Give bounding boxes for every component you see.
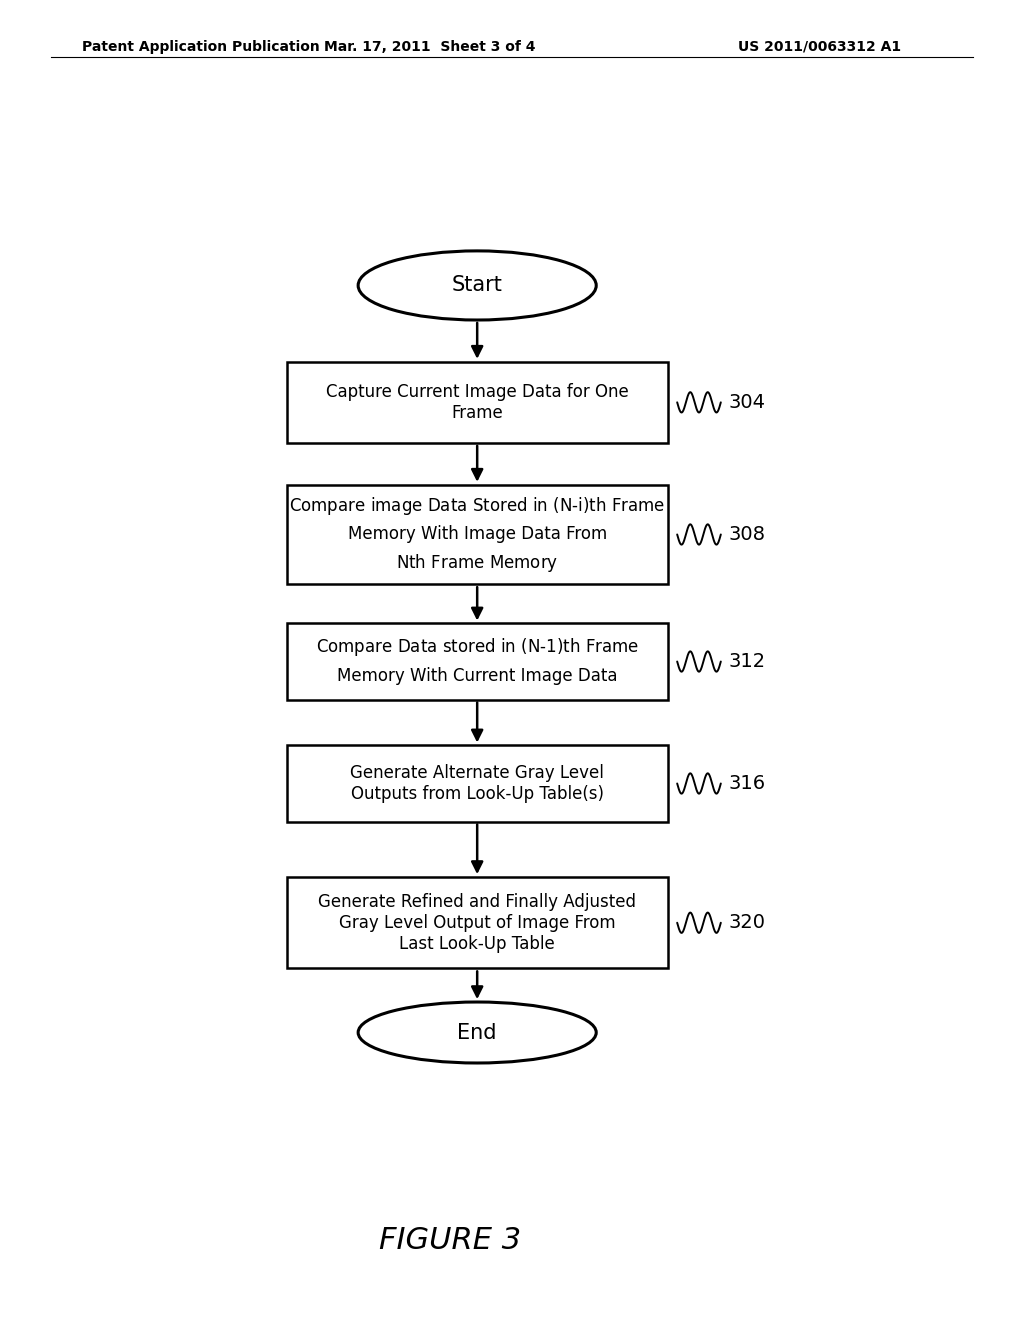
Text: Start: Start [452,276,503,296]
Bar [287,746,668,821]
Ellipse shape [358,251,596,319]
Text: 308: 308 [729,525,766,544]
Bar [287,876,668,969]
Bar [287,623,668,700]
Ellipse shape [358,1002,596,1063]
Bar [287,484,668,585]
Text: Memory With Image Data From: Memory With Image Data From [347,525,607,544]
Text: Mar. 17, 2011  Sheet 3 of 4: Mar. 17, 2011 Sheet 3 of 4 [325,40,536,54]
Text: Patent Application Publication: Patent Application Publication [82,40,319,54]
Text: Compare image Data Stored in (N-i)$\mathregular{th}$ Frame: Compare image Data Stored in (N-i)$\math… [289,495,666,517]
Bar [287,362,668,444]
Text: FIGURE 3: FIGURE 3 [380,1226,521,1255]
Text: Generate Refined and Finally Adjusted
Gray Level Output of Image From
Last Look-: Generate Refined and Finally Adjusted Gr… [318,892,636,953]
Text: Capture Current Image Data for One
Frame: Capture Current Image Data for One Frame [326,383,629,421]
Text: 316: 316 [729,774,766,793]
Text: Compare Data stored in (N-1)$\mathregular{th}$ Frame: Compare Data stored in (N-1)$\mathregula… [315,636,639,659]
Text: 312: 312 [729,652,766,671]
Text: Memory With Current Image Data: Memory With Current Image Data [337,667,617,685]
Text: Generate Alternate Gray Level
Outputs from Look-Up Table(s): Generate Alternate Gray Level Outputs fr… [350,764,604,803]
Text: US 2011/0063312 A1: US 2011/0063312 A1 [738,40,901,54]
Text: 304: 304 [729,393,766,412]
Text: 320: 320 [729,913,766,932]
Text: N$\mathregular{th}$ Frame Memory: N$\mathregular{th}$ Frame Memory [396,552,558,574]
Text: End: End [458,1023,497,1043]
